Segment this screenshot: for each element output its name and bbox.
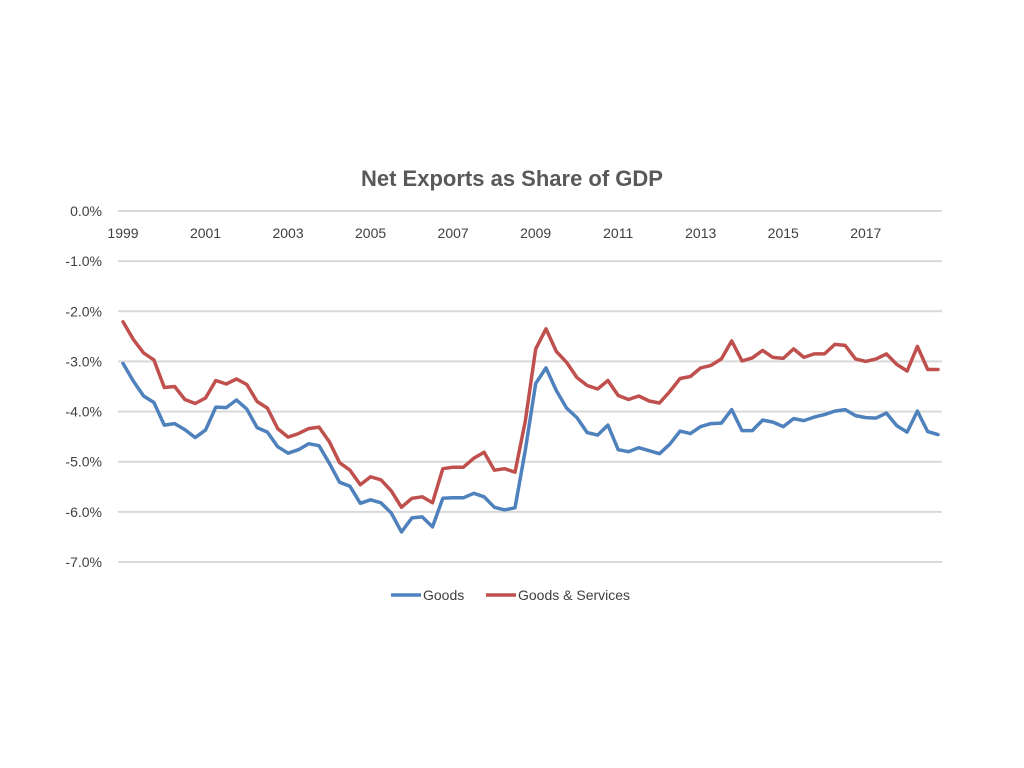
x-tick-label: 2017 — [850, 225, 881, 241]
series-line-goods-services — [121, 320, 940, 510]
x-tick-label: 2003 — [272, 225, 303, 241]
y-tick-label: -1.0% — [65, 253, 102, 269]
y-tick-label: -6.0% — [65, 504, 102, 520]
x-tick-label: 1999 — [107, 225, 138, 241]
legend-label: Goods & Services — [518, 587, 630, 603]
legend: Goods Goods & Services — [391, 587, 630, 603]
y-axis-tick-labels: 0.0% -1.0% -2.0% -3.0% -4.0% -5.0% -6.0% -7.0% — [65, 203, 102, 570]
x-tick-label: 2011 — [603, 225, 633, 241]
legend-label: Goods — [423, 587, 464, 603]
y-tick-label: -4.0% — [65, 404, 102, 420]
y-tick-label: -2.0% — [65, 303, 102, 319]
y-tick-label: 0.0% — [70, 203, 102, 219]
series-lines — [121, 320, 940, 534]
chart-title: Net Exports as Share of GDP — [361, 166, 663, 191]
x-tick-label: 2009 — [520, 225, 551, 241]
x-axis-tick-labels: 1999 2001 2003 2005 2007 2009 2011 2013 2015 2017 — [107, 225, 881, 241]
y-tick-label: -5.0% — [65, 454, 102, 470]
x-tick-label: 2007 — [438, 225, 469, 241]
series-line-goods — [121, 361, 940, 534]
x-tick-label: 2015 — [768, 225, 799, 241]
x-tick-label: 2005 — [355, 225, 386, 241]
y-tick-label: -7.0% — [65, 554, 102, 570]
y-tick-label: -3.0% — [65, 353, 102, 369]
x-tick-label: 2001 — [190, 225, 221, 241]
x-tick-label: 2013 — [685, 225, 716, 241]
